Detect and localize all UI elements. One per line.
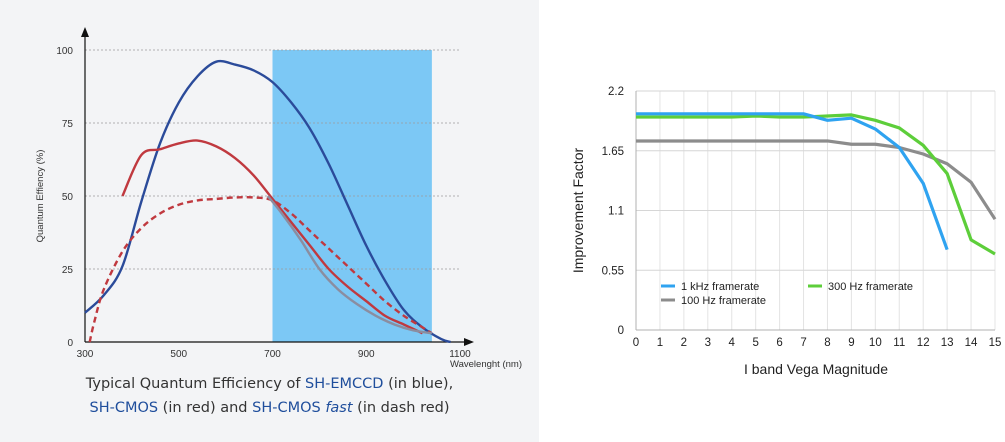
caption-text: (in dash red) (352, 400, 450, 416)
x-axis-label: I band Vega Magnitude (744, 361, 888, 377)
caption-text: (in blue), (383, 376, 454, 392)
x-tick-label: 11 (893, 337, 905, 349)
y-tick-label: 1.1 (608, 206, 624, 218)
x-tick-label: 15 (989, 337, 1002, 349)
cmos-curve (121, 139, 424, 335)
wavelength-highlight-band (272, 50, 432, 342)
y-axis-arrow (81, 27, 89, 37)
legend-300hz-label: 300 Hz framerate (828, 281, 913, 293)
caption-line-2: SH-CMOS (in red) and SH-CMOS fast (in da… (0, 396, 539, 420)
x-axis-arrow (464, 338, 474, 346)
x-tick-label: 12 (917, 337, 930, 349)
y-axis-label: Quantum Effiency (%) (35, 150, 46, 243)
emccd-curve (84, 59, 451, 344)
caption-highlight-fast: fast (325, 400, 353, 416)
x-tick-label: 1 (657, 337, 663, 349)
x-tick-label: 3 (705, 337, 711, 349)
x-tick-label: 10 (869, 337, 882, 349)
caption-highlight-cmos-fast: SH-CMOS (252, 400, 326, 416)
x-tick-label: 500 (170, 349, 187, 360)
series-line-1khz (636, 112, 949, 251)
y-tick-label: 0 (618, 325, 624, 337)
series-line-100hz (636, 139, 997, 221)
x-tick-label: 300 (77, 349, 94, 360)
x-axis-label: Wavelenght (nm) (450, 359, 522, 370)
series-line-300hz (636, 113, 996, 256)
y-tick-label: 25 (62, 265, 74, 276)
qe-chart-caption: Typical Quantum Efficiency of SH-EMCCD (… (0, 372, 539, 420)
x-tick-label: 13 (941, 337, 954, 349)
x-tick-label: 9 (848, 337, 854, 349)
x-tick-label: 8 (824, 337, 830, 349)
x-tick-label: 2 (681, 337, 687, 349)
y-tick-label: 0 (67, 338, 73, 349)
y-axis-label: Improvement Factor (570, 148, 586, 274)
x-tick-label: 6 (776, 337, 782, 349)
caption-highlight-emccd: SH-EMCCD (305, 376, 384, 392)
x-tick-label: 700 (264, 349, 281, 360)
y-tick-label: 2.2 (608, 86, 624, 98)
x-tick-label: 4 (729, 337, 736, 349)
y-tick-label: 100 (56, 46, 73, 57)
y-tick-label: 75 (62, 119, 74, 130)
legend-1khz-label: 1 kHz framerate (681, 281, 759, 293)
qe-chart-panel (0, 0, 539, 442)
caption-line-1: Typical Quantum Efficiency of SH-EMCCD (… (0, 372, 539, 396)
legend-100hz-label: 100 Hz framerate (681, 295, 766, 307)
x-tick-label: 7 (800, 337, 806, 349)
y-tick-label: 0.55 (602, 265, 624, 277)
caption-text: Typical Quantum Efficiency of (85, 376, 306, 392)
x-tick-label: 0 (633, 337, 639, 349)
caption-highlight-cmos: SH-CMOS (89, 400, 159, 416)
x-tick-label: 5 (752, 337, 758, 349)
x-tick-label: 1100 (449, 349, 471, 360)
y-tick-label: 50 (62, 192, 74, 203)
y-tick-label: 1.65 (602, 146, 624, 158)
x-tick-label: 14 (965, 337, 978, 349)
gray-curve (266, 195, 433, 335)
x-tick-label: 900 (358, 349, 375, 360)
caption-text: (in red) and (158, 400, 253, 416)
